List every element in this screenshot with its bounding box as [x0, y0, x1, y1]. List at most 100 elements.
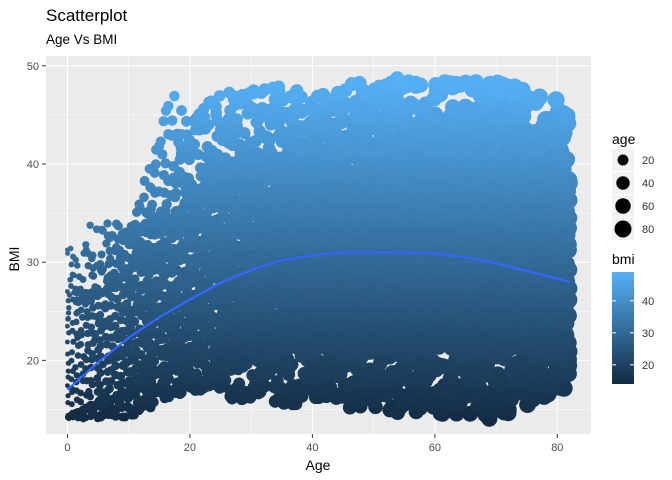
legend-age-symbol [616, 176, 630, 190]
scatter-point [173, 276, 184, 288]
scatter-point [205, 95, 218, 107]
scatter-point [218, 210, 230, 223]
scatter-point [74, 352, 82, 359]
scatter-point [67, 276, 74, 283]
scatter-point [73, 318, 80, 326]
scatter-point [233, 138, 247, 151]
scatter-point [96, 342, 105, 350]
x-tick-label: 60 [429, 442, 441, 454]
scatter-point [170, 187, 182, 199]
scatter-point [158, 169, 170, 181]
scatter-point [403, 95, 419, 111]
scatter-point [105, 254, 115, 264]
scatter-point [155, 136, 166, 147]
scatter-point [457, 98, 474, 115]
scatter-point [75, 273, 83, 280]
scatter-point [73, 396, 81, 404]
scatter-point [83, 308, 91, 316]
scatter-point [319, 114, 334, 129]
scatter-point [65, 393, 71, 399]
legend-age-label: 60 [642, 201, 654, 213]
scatter-point [69, 349, 75, 356]
scatter-point [67, 245, 74, 252]
chart-title: Scatterplot [46, 6, 128, 25]
scatter-point [290, 84, 304, 98]
scatter-point [101, 332, 111, 342]
scatter-point [270, 374, 284, 388]
scatter-point [101, 300, 110, 309]
scatter-point [489, 366, 506, 383]
scatter-point [531, 88, 549, 106]
scatter-point [158, 116, 169, 127]
scatter-point [88, 329, 97, 337]
scatter-point [437, 74, 453, 90]
scatter-point [92, 225, 101, 234]
scatter-point [168, 160, 179, 172]
scatter-point [467, 74, 484, 91]
legend-age-title: age [612, 131, 636, 147]
scatter-point [122, 299, 132, 309]
scatter-point [272, 80, 286, 94]
scatter-point [65, 351, 71, 357]
smooth-trend-line [66, 251, 570, 391]
scatter-point [94, 301, 103, 310]
legend-bmi-label: 40 [642, 296, 654, 308]
scatter-point [91, 283, 99, 291]
scatter-point [88, 312, 96, 320]
legend-age-label: 40 [642, 178, 654, 190]
scatter-point [69, 271, 76, 278]
scatter-point [176, 105, 187, 116]
scatter-point [132, 337, 142, 348]
scatter-point [139, 175, 150, 186]
scatter-point [134, 199, 144, 210]
legend-bmi-title: bmi [612, 251, 635, 267]
scatter-point [111, 361, 120, 371]
scatter-point [110, 321, 120, 331]
scatter-point [112, 243, 121, 252]
x-tick-label: 40 [306, 442, 318, 454]
legend-age-label: 80 [642, 224, 654, 236]
scatter-point [77, 326, 85, 334]
scatter-point [68, 261, 75, 268]
legend-age-label: 20 [642, 155, 654, 167]
y-tick-label: 40 [27, 159, 39, 171]
scatter-point [107, 231, 117, 240]
scatter-point [102, 340, 112, 349]
scatter-point [65, 310, 72, 316]
scatter-point [158, 300, 169, 312]
scatter-point [65, 298, 71, 304]
legend-bmi-label: 20 [642, 360, 654, 372]
scatter-point [73, 372, 81, 379]
x-tick-label: 0 [64, 442, 70, 454]
y-tick-label: 20 [27, 355, 39, 367]
scatter-point [389, 71, 405, 87]
y-axis-label: BMI [6, 247, 22, 272]
scatter-point [68, 357, 75, 364]
chart-subtitle: Age Vs BMI [46, 32, 118, 47]
scatter-point [255, 102, 269, 115]
scatter-point [489, 74, 506, 91]
scatter-point [163, 100, 174, 112]
scatter-point [171, 128, 183, 140]
scatter-point [219, 374, 232, 387]
scatter-point [166, 115, 178, 126]
legend-bmi-label: 30 [642, 328, 654, 340]
scatter-point [151, 276, 162, 287]
scatter-point [65, 383, 70, 388]
scatter-point [400, 74, 417, 90]
legend-age-symbol [617, 154, 629, 166]
scatter-point [65, 315, 71, 322]
legend-age: age 20 40 60 80 [612, 131, 654, 240]
scatter-point [85, 387, 93, 396]
scatter-point [65, 400, 71, 406]
x-tick-label: 80 [551, 442, 563, 454]
scatter-point [69, 296, 77, 303]
scatter-point [77, 306, 85, 314]
scatter-point [88, 271, 96, 279]
scatter-point [68, 283, 74, 290]
scatter-point [131, 345, 141, 355]
scatter-point [147, 199, 158, 210]
scatter-point [70, 338, 77, 345]
scatter-point [69, 327, 76, 334]
scatter-point [84, 346, 92, 355]
